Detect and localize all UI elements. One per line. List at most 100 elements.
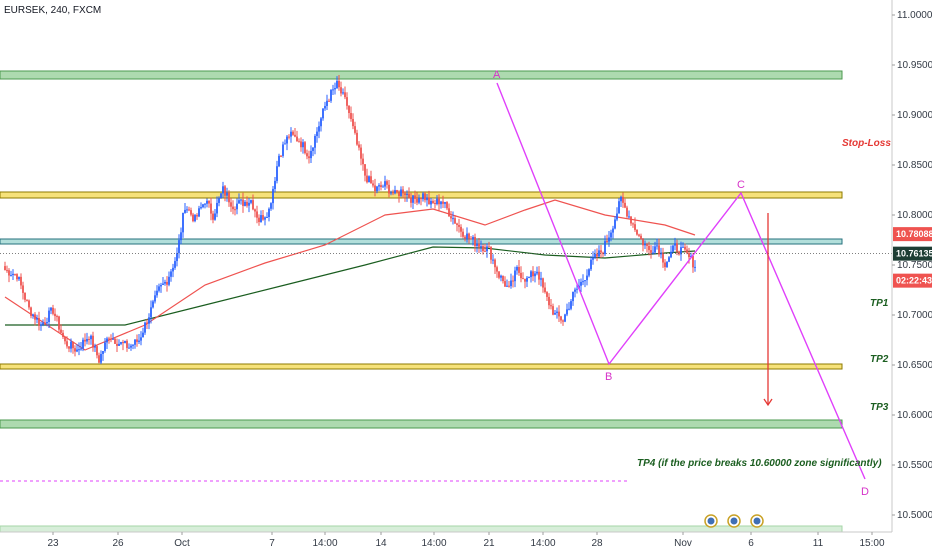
candle-body	[26, 299, 28, 301]
candle-body	[672, 245, 674, 252]
abcd-point-d: D	[861, 486, 869, 498]
candle-body	[40, 324, 42, 326]
candle-body	[628, 216, 630, 218]
y-tick-label: 10.60000	[897, 410, 932, 421]
candle-body	[464, 236, 466, 239]
candle-body	[214, 213, 216, 220]
candle-body	[534, 273, 536, 277]
candle-body	[152, 301, 154, 308]
candle-body	[432, 200, 434, 204]
candle-body	[656, 245, 658, 247]
candle-body	[552, 306, 554, 315]
candle-body	[84, 339, 86, 342]
candle-body	[10, 275, 12, 277]
candle-body	[456, 223, 458, 225]
y-tick-label: 10.50000	[897, 510, 932, 521]
candle-body	[340, 87, 342, 94]
candle-body	[476, 243, 478, 246]
candle-body	[8, 270, 10, 276]
candle-body	[222, 186, 224, 194]
candle-body	[300, 141, 302, 148]
price-tag-1-bg	[893, 227, 932, 242]
candle-body	[606, 241, 608, 243]
candle-body	[370, 176, 372, 184]
candle-body	[310, 150, 312, 159]
candle-body	[354, 126, 356, 133]
zone-green-0[interactable]	[0, 70, 843, 80]
candle-body	[406, 193, 408, 195]
candle-body	[448, 208, 450, 217]
candle-body	[64, 336, 66, 342]
zone-yellow-1[interactable]	[0, 191, 843, 199]
candle-body	[136, 339, 138, 342]
candle-body	[692, 256, 694, 268]
candle-body	[80, 348, 82, 350]
zone-blue-2[interactable]	[0, 238, 843, 245]
candle-body	[678, 251, 680, 255]
candle-body	[632, 223, 634, 225]
candle-body	[600, 250, 602, 253]
candle-body	[522, 278, 524, 280]
candle-body	[150, 307, 152, 318]
candle-body	[324, 105, 326, 109]
zone-green-4[interactable]	[0, 419, 843, 429]
candle-body	[380, 185, 382, 187]
candle-body	[90, 335, 92, 340]
candle-body	[498, 271, 500, 278]
candle-body	[386, 181, 388, 185]
candle-body	[42, 322, 44, 325]
candle-body	[466, 233, 468, 239]
stop-loss-label: Stop-Loss	[842, 138, 891, 149]
candle-body	[684, 246, 686, 250]
candle-body	[304, 142, 306, 154]
candle-body	[148, 317, 150, 324]
zone-yellow-3[interactable]	[0, 363, 843, 370]
candle-body	[646, 244, 648, 246]
candle-body	[690, 256, 692, 258]
candle-body	[144, 322, 146, 333]
current-price-tag: 10.76135	[896, 249, 932, 259]
candle-body	[418, 198, 420, 203]
candle-body	[104, 342, 106, 351]
target-arrow-head	[763, 398, 773, 407]
candle-body	[516, 266, 518, 271]
candle-body	[210, 203, 212, 214]
candle-body	[572, 291, 574, 302]
candle-body	[28, 300, 30, 308]
candle-body	[36, 317, 38, 320]
candle-body	[630, 216, 632, 224]
candle-body	[186, 209, 188, 211]
candle-body	[236, 203, 238, 210]
candle-body	[494, 259, 496, 268]
candle-body	[70, 341, 72, 349]
candle-body	[18, 276, 20, 280]
candle-body	[112, 338, 114, 340]
candle-body	[172, 267, 174, 272]
candle-body	[312, 147, 314, 151]
candle-body	[408, 193, 410, 198]
candle-body	[546, 292, 548, 297]
candle-body	[328, 100, 330, 102]
abcd-pattern-line[interactable]	[496, 82, 866, 480]
candle-body	[180, 232, 182, 241]
candle-body	[506, 285, 508, 287]
candle-body	[314, 135, 316, 148]
candle-body	[100, 353, 102, 363]
candle-body	[446, 202, 448, 209]
candle-body	[668, 257, 670, 262]
candle-body	[202, 204, 204, 208]
candle-body	[410, 197, 412, 203]
candle-body	[322, 108, 324, 119]
candle-body	[284, 143, 286, 145]
candle-body	[414, 195, 416, 199]
candle-body	[50, 307, 52, 311]
candle-body	[416, 198, 418, 203]
candle-body	[282, 144, 284, 156]
candle-body	[166, 281, 168, 285]
candle-body	[24, 292, 26, 300]
x-tick-label: 14:00	[530, 538, 555, 549]
candle-body	[566, 309, 568, 315]
candle-body	[588, 269, 590, 276]
